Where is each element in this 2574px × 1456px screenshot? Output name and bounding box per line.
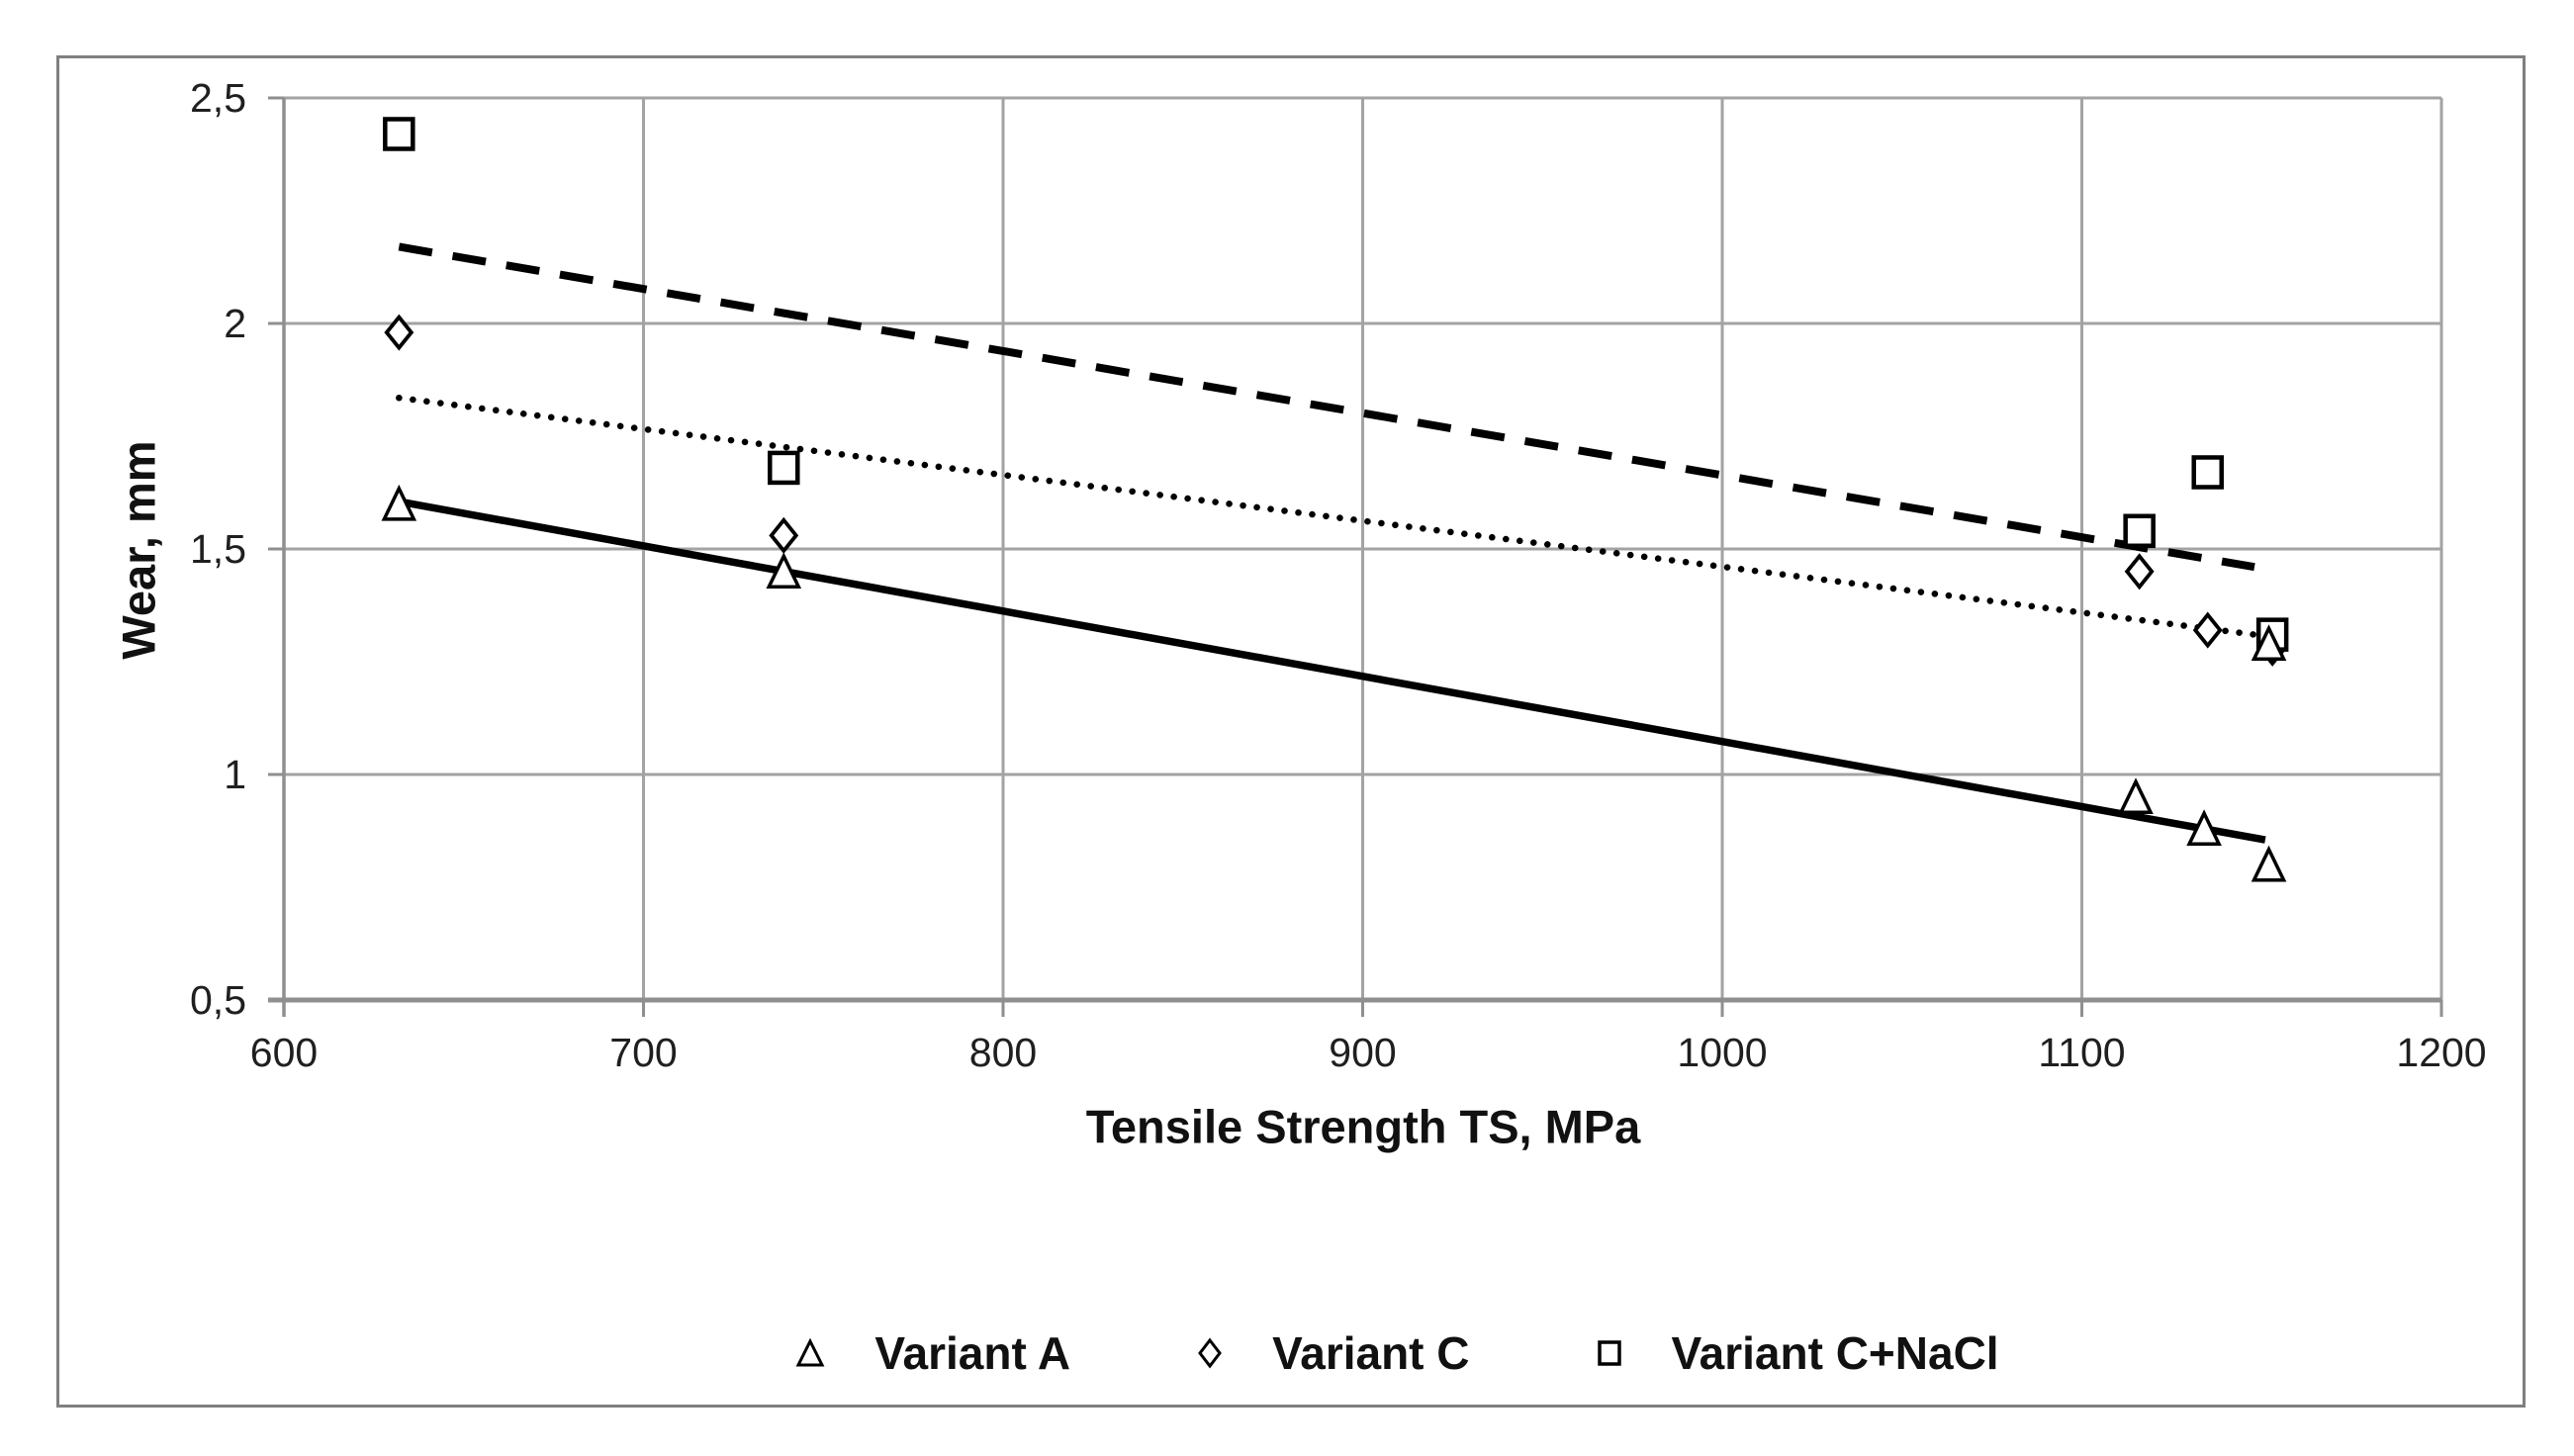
data-point-triangle	[766, 552, 802, 590]
x-tick-label: 800	[969, 1030, 1037, 1075]
triangle-marker-icon	[795, 1338, 825, 1367]
legend-item-variant-c-nacl: Variant C+NaCl	[1597, 1326, 1999, 1380]
legend-label: Variant C+NaCl	[1671, 1327, 1999, 1379]
legend-label: Variant C	[1272, 1327, 1470, 1379]
y-tick-label: 2	[224, 301, 246, 346]
data-point-triangle	[2118, 777, 2154, 815]
y-tick-label: 1,5	[190, 526, 246, 572]
data-point-square	[768, 450, 800, 486]
data-point-diamond	[2192, 611, 2223, 649]
x-tick-label: 600	[250, 1030, 318, 1075]
data-point-diamond	[769, 516, 799, 554]
chart-legend: Variant A Variant C Variant C+NaCl	[284, 1321, 2441, 1385]
data-point-diamond	[2124, 553, 2155, 591]
legend-item-variant-c: Variant C	[1197, 1326, 1470, 1380]
x-axis-title: Tensile Strength TS, MPa	[1085, 1100, 1641, 1153]
data-point-square	[2123, 513, 2156, 549]
legend-item-variant-a: Variant A	[795, 1326, 1070, 1380]
diamond-marker-icon	[1198, 1337, 1222, 1369]
data-point-triangle	[381, 484, 417, 521]
y-tick-label: 2,5	[190, 75, 246, 121]
x-tick-label: 1100	[2038, 1030, 2125, 1075]
square-marker-icon	[1597, 1340, 1621, 1366]
x-tick-label: 1200	[2396, 1030, 2486, 1075]
trendline-solid	[398, 498, 2266, 844]
data-point-diamond	[384, 314, 414, 351]
x-tick-label: 1000	[1677, 1030, 1767, 1075]
data-point-triangle	[2186, 809, 2222, 846]
data-point-square	[383, 117, 415, 151]
y-tick-label: 0,5	[190, 977, 246, 1023]
y-tick-label: 1	[224, 752, 246, 797]
x-tick-label: 700	[609, 1030, 677, 1075]
x-tick-label: 900	[1329, 1030, 1396, 1075]
data-point-triangle	[2251, 845, 2287, 882]
y-axis-title: Wear, mm	[112, 440, 165, 660]
data-point-triangle	[2251, 624, 2287, 662]
data-point-square	[2191, 455, 2224, 490]
trendline-dashed	[398, 242, 2255, 572]
legend-label: Variant A	[874, 1327, 1071, 1379]
trendline-dotted	[396, 394, 2276, 641]
figure-border	[56, 55, 2526, 1408]
